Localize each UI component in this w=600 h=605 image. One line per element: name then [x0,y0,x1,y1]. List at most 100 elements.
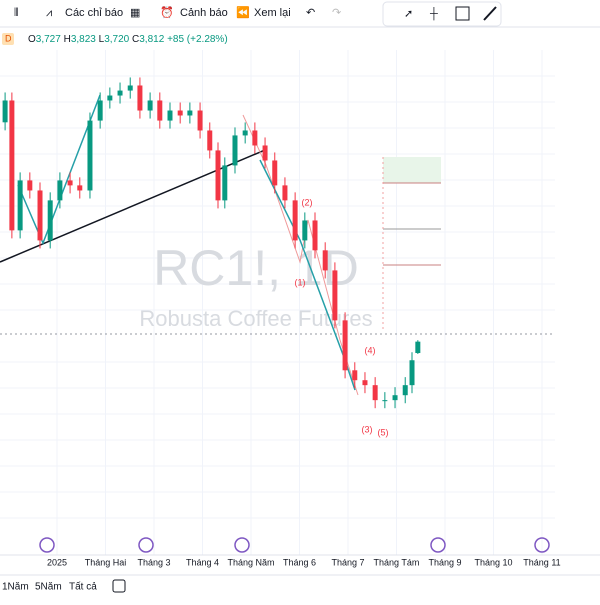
target-zone [383,157,441,183]
candle-body [302,220,308,241]
candle-body [402,385,408,396]
candle-body [382,400,388,402]
x-tick-label: Tháng Tám [374,557,420,567]
undo-button[interactable]: ↶ [306,7,315,19]
replay-button[interactable]: Xem lại [254,7,291,19]
candle-body [77,185,83,191]
candle-body [2,100,8,123]
candle-body [27,180,33,191]
candle-body [47,200,53,241]
x-tick-label: Tháng Hai [85,557,127,567]
candle-body [215,150,221,201]
range-button[interactable]: 5Năm [35,582,62,593]
candle-body [167,110,173,121]
label: C [132,34,139,45]
wave-label: (4) [365,345,376,355]
value: 3,720 [104,34,129,45]
candle-body [137,85,143,111]
candle-body [57,180,63,201]
candle-body [312,220,318,251]
event-markers [39,537,550,553]
candle-body [232,135,238,166]
watermark-name: Robusta Coffee Futures [139,306,372,331]
candle-body [282,185,288,201]
indicator-icon[interactable]: ⩘ [46,7,52,19]
alert-icon[interactable]: ⏰ [160,5,174,19]
replay-icon[interactable]: ⏪ [236,6,250,19]
x-tick-label: Tháng 10 [474,557,512,567]
candle-body [157,100,163,121]
candle-body [207,130,213,151]
candle-body [177,110,183,116]
crosshair-tool[interactable]: ┼ [429,6,438,21]
date-range-icon[interactable] [112,579,126,593]
candle-body [187,110,193,116]
x-tick-label: Tháng Năm [227,557,274,567]
candle-body [17,180,23,231]
range-button[interactable]: Tất cả [69,581,97,593]
candle-body [342,320,348,371]
candle-body [322,250,328,271]
candle-body [147,100,153,111]
cursor-tool[interactable]: ➚ [404,8,413,20]
redo-button[interactable]: ↷ [332,7,341,19]
candle-body [332,270,338,321]
candle-body [87,120,93,191]
candle-body [352,370,358,381]
candle-body [67,180,73,186]
x-tick-label: 2025 [47,557,67,567]
wave-label: (5) [378,427,389,437]
candle-body [197,110,203,131]
x-tick-label: Tháng 11 [523,557,560,567]
trend-line [0,149,266,263]
candle-body [252,130,258,146]
value: 3,823 [71,34,96,45]
interval: D [5,33,12,43]
label: O [28,34,36,45]
candle-body [97,100,103,121]
zigzag [17,94,101,245]
watermark-symbol: RC1!, 1D [153,240,359,296]
alerts-button[interactable]: Cảnh báo [180,7,228,19]
candle-icon: ⫴ [14,7,19,19]
line-tool[interactable] [483,6,497,21]
wave-label: (1) [295,277,306,287]
x-tick-label: Tháng 3 [137,557,170,567]
candle-body [127,85,133,91]
legend-ohlc: O3,727 H3,823 L3,720 C3,812 +85 (+2.28%) [28,34,228,45]
wave-label: (3) [362,424,373,434]
candle-body [272,160,278,186]
candle-body [409,360,415,386]
x-tick-label: Tháng 7 [331,557,364,567]
zigzag [259,159,356,391]
change: +85 (+2.28%) [167,34,228,45]
candle-body [262,145,268,161]
candle-body [372,385,378,401]
candle-body [37,190,43,241]
wave-label: (2) [302,197,313,207]
drawing-toolbar [382,1,502,27]
label: L [99,34,105,45]
label: H [64,34,71,45]
interval-badge [2,33,14,45]
candle-body [222,165,228,201]
h-grid [0,75,555,519]
range-button[interactable]: 1Năm [2,582,29,593]
value: 3,812 [139,34,164,45]
candle-body [117,90,123,96]
candle-body [107,95,113,101]
templates-icon[interactable]: ▦ [130,7,140,19]
indicators-button[interactable]: Các chỉ báo [65,7,123,19]
x-tick-label: Tháng 9 [428,557,461,567]
x-tick-label: Tháng 6 [283,557,316,567]
candle-body [292,200,298,241]
candle-body [392,395,398,401]
x-tick-label: Tháng 4 [186,557,219,567]
rect-tool[interactable] [455,6,470,21]
candle-body [415,341,421,354]
value: 3,727 [36,34,61,45]
candle-body [9,100,15,231]
